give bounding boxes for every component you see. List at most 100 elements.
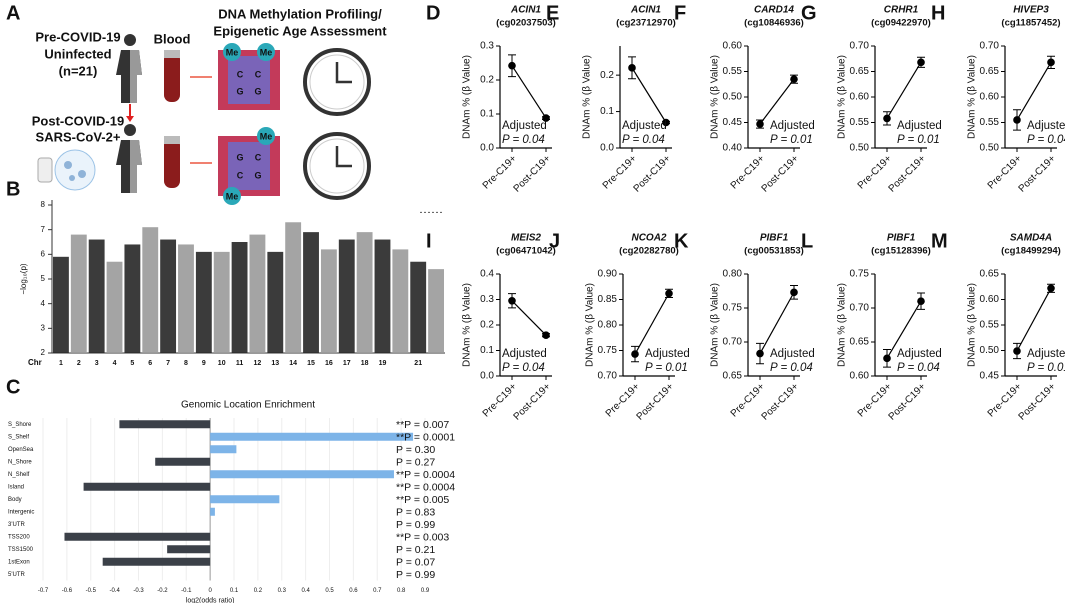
y-tick-label: 0.50 [980, 345, 1000, 356]
base-label: G [236, 86, 243, 96]
snp-column [320, 249, 337, 353]
panel-label: M [931, 230, 948, 252]
x-tick-label: -0.4 [109, 588, 120, 594]
point [883, 354, 891, 363]
x-tick-label: Post-C19+ [760, 153, 801, 194]
panel-a: A Pre-COVID-19 Uninfected (n=21) Post-CO… [6, 2, 387, 205]
snp-column [160, 239, 177, 353]
line [886, 62, 922, 119]
y-tick-label: 3 [41, 323, 46, 332]
arrow [190, 76, 212, 164]
x-tick-label: 11 [236, 360, 244, 367]
x-tick-label: 7 [166, 360, 170, 367]
p-value-label: P = 0.99 [396, 569, 435, 581]
p-value-label: **P = 0.003 [396, 532, 449, 544]
point [1047, 58, 1055, 67]
x-tick-label: Post-C19+ [635, 381, 676, 422]
dna-labels: Me Me C C G G Me Me G C C G [226, 47, 273, 201]
x-axis-label: log2(odds ratio) [186, 597, 235, 603]
snp-column [231, 242, 248, 353]
y-tick-label: 0.45 [723, 117, 743, 128]
snp-column [142, 227, 159, 353]
x-tick-label: 19 [379, 360, 387, 367]
annotation: P = 0.04 [1027, 134, 1065, 146]
chart-title: CARD14 [754, 5, 794, 16]
annotation: Adjusted [770, 348, 815, 360]
y-tick-label: 0.60 [980, 92, 1000, 103]
y-tick-label: 0.85 [598, 294, 618, 305]
chart-title: PIBF1 [760, 233, 789, 244]
bar [64, 532, 211, 541]
annotation: P = 0.01 [897, 134, 940, 146]
x-tick-label: 1 [59, 360, 63, 367]
x-tick-label: Post-C19+ [887, 381, 928, 422]
y-tick-label: Intergenic [8, 509, 34, 515]
x-tick-label: 0.8 [397, 588, 406, 594]
chart-title: CRHR1 [884, 5, 919, 16]
x-tick-label: 3 [95, 360, 99, 367]
y-tick-label: 0.1 [600, 106, 614, 117]
bar [210, 495, 280, 504]
panel-label: I [426, 230, 432, 252]
y-tick-label: 0.55 [980, 117, 1000, 128]
annotation: P = 0.04 [770, 362, 813, 374]
chart-title: SAMD4A [1010, 233, 1052, 244]
base-label: C [255, 152, 262, 162]
p-value-label: P = 0.99 [396, 519, 435, 531]
panel-label: E [546, 2, 559, 24]
chart-subtitle: (cg11857452) [1001, 18, 1060, 29]
chart-subtitle: (cg15128396) [871, 246, 931, 257]
point [883, 114, 891, 123]
x-tick-label: 12 [254, 360, 262, 367]
y-tick-label: N_Shore [8, 459, 32, 465]
y-tick-label: 0.55 [980, 320, 1000, 331]
x-tick-label: 18 [361, 360, 369, 367]
chart-subtitle: (cg18499294) [1001, 246, 1061, 257]
annotation: Adjusted [645, 348, 690, 360]
group-label: (n=21) [59, 63, 98, 78]
line [631, 67, 667, 123]
p-value-label: **P = 0.007 [396, 419, 449, 431]
x-tick-label: -0.5 [86, 588, 97, 594]
y-tick-label: 6 [41, 249, 46, 258]
line [634, 293, 670, 355]
chart-title: Genomic Location Enrichment [181, 400, 315, 411]
y-tick-label: 0.60 [850, 371, 870, 382]
y-axis-label: DNAm % (β Value) [462, 55, 473, 139]
snp-column [267, 251, 284, 353]
line [886, 300, 922, 359]
annotation: P = 0.01 [770, 134, 813, 146]
methyl-label: Me [226, 191, 239, 201]
x-tick-label: 9 [202, 360, 206, 367]
line [759, 78, 795, 125]
group-label: SARS-CoV-2+ [36, 129, 121, 144]
point [917, 58, 925, 67]
y-tick-label: 0.60 [980, 294, 1000, 305]
y-axis-label: DNAm % (β Value) [462, 283, 473, 367]
annotation: Adjusted [1027, 120, 1065, 132]
x-tick-label: Post-C19+ [512, 153, 553, 194]
y-tick-label: 0.1 [480, 345, 494, 356]
snp-column [106, 261, 123, 353]
p-value-label: P = 0.07 [396, 557, 435, 569]
p-value-label: **P = 0.0004 [396, 482, 455, 494]
snp-column [249, 234, 266, 353]
line [511, 300, 547, 336]
y-tick-label: 0.2 [480, 320, 494, 331]
snp-column [213, 251, 230, 353]
x-tick-label: 0 [208, 588, 212, 594]
y-tick-label: 0.0 [600, 143, 614, 154]
y-tick-label: 7 [41, 225, 46, 234]
group-label: Uninfected [44, 46, 111, 61]
methyl-label: Me [226, 47, 239, 57]
y-tick-label: 0.80 [723, 269, 743, 280]
chart-title: ACIN1 [630, 5, 661, 16]
snp-column [88, 239, 105, 353]
y-tick-label: Body [8, 497, 22, 503]
x-tick-label: 17 [343, 360, 351, 367]
snp-column [428, 269, 444, 353]
p-value-label: **P = 0.005 [396, 494, 449, 506]
x-tick-label: 13 [271, 360, 279, 367]
y-tick-label: 0.75 [850, 269, 870, 280]
panel-label: H [931, 2, 945, 24]
